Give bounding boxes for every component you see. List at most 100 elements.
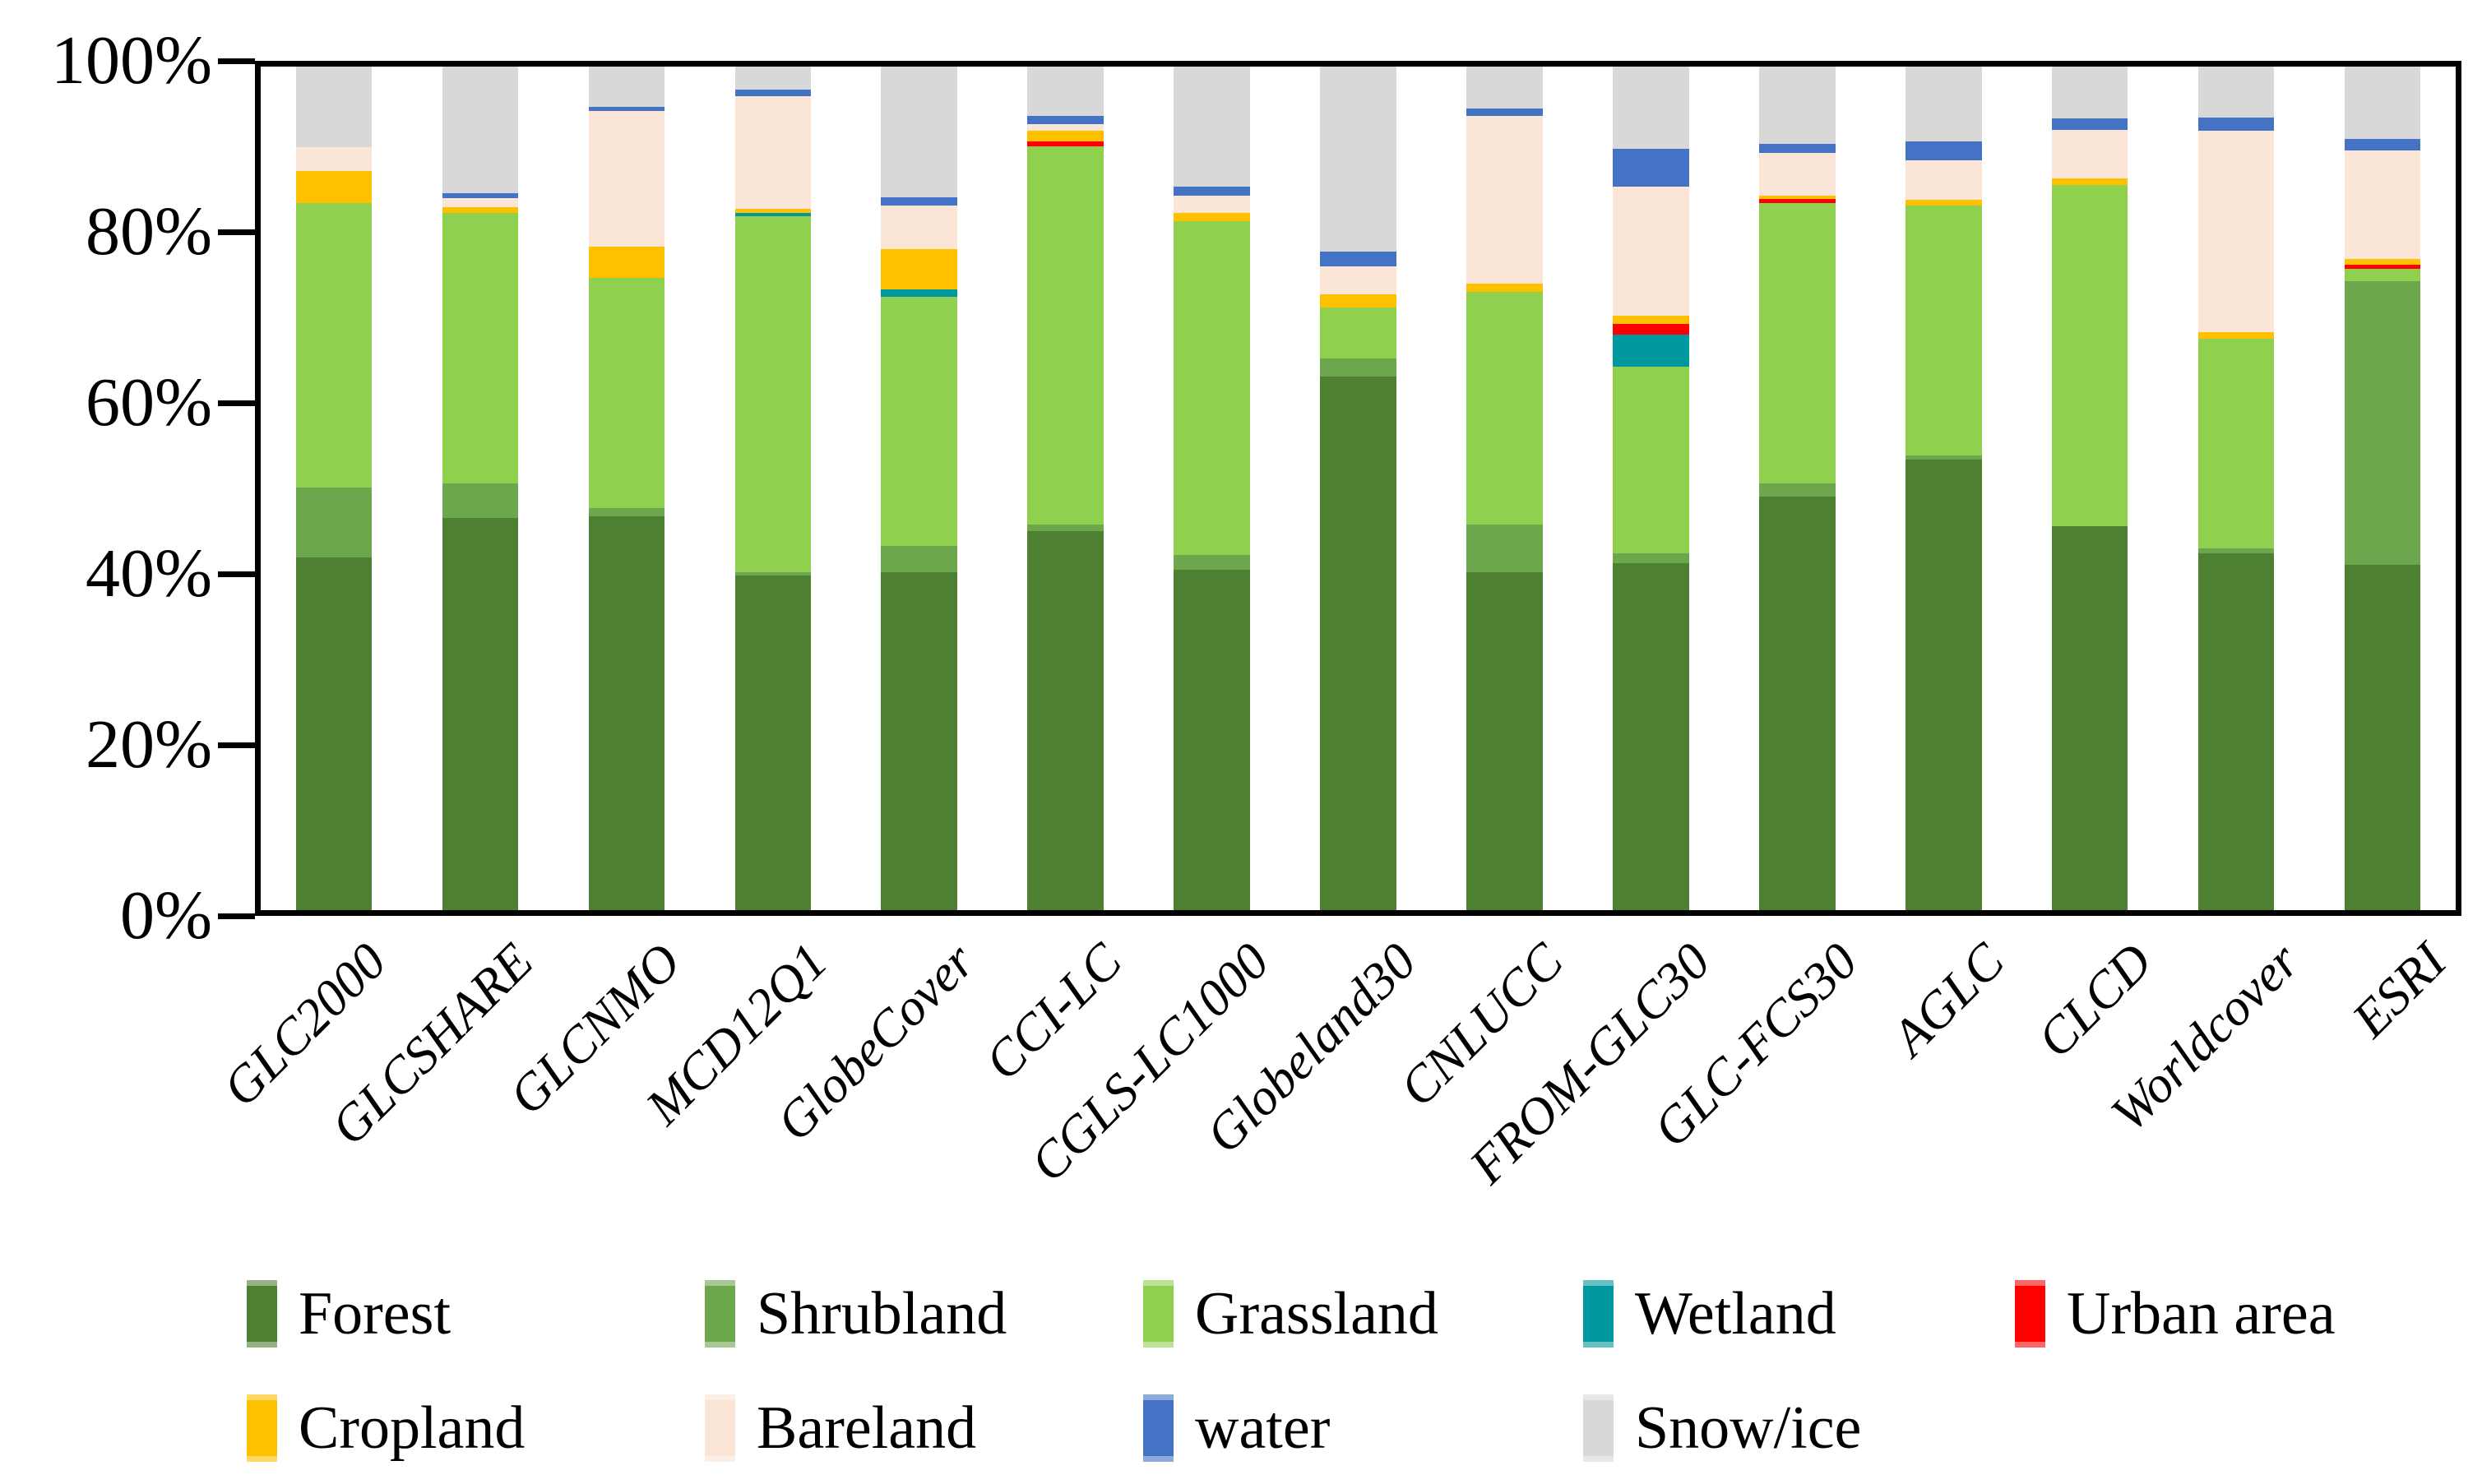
- segment-grassland-Worldcover: [2197, 339, 2275, 548]
- y-tick-40%: [218, 571, 255, 577]
- segment-water-CLCD: [2051, 118, 2128, 130]
- legend-swatch-wetland: [1583, 1280, 1614, 1348]
- segment-snow/ice-AGLC: [1905, 67, 1982, 142]
- segment-cropland-GLCNMO: [588, 246, 665, 278]
- segment-bareland-GLC-FCS30: [1759, 152, 1836, 196]
- segment-bareland-AGLC: [1905, 159, 1982, 201]
- segment-water-Worldcover: [2197, 117, 2275, 132]
- bar-slot-GLC2000: [261, 67, 407, 910]
- stacked-bar-Worldcover: [2197, 67, 2275, 910]
- y-tick-label-80%: 80%: [86, 193, 212, 270]
- segment-forest-Worldcover: [2197, 553, 2275, 910]
- stacked-bar-AGLC: [1905, 67, 1982, 910]
- segment-bareland-CCI-LC: [1027, 123, 1104, 132]
- y-tick-100%: [218, 58, 255, 64]
- segment-cropland-CCI-LC: [1027, 131, 1104, 142]
- bar-slot-FROM-GLC30: [1577, 67, 1724, 910]
- legend-item-bareland: Bareland: [705, 1394, 976, 1463]
- segment-shrubland-FROM-GLC30: [1613, 553, 1689, 564]
- segment-water-CNLUCC: [1466, 109, 1543, 116]
- stacked-bar-GlobeCover: [881, 67, 957, 910]
- legend-swatch-urban-area: [2015, 1280, 2045, 1348]
- segment-bareland-GLCSHARE: [442, 198, 519, 208]
- segment-cropland-CLCD: [2051, 178, 2128, 185]
- y-tick-label-40%: 40%: [86, 535, 212, 612]
- legend-label-wetland: Wetland: [1635, 1280, 1836, 1348]
- bar-slot-AGLC: [1870, 67, 2017, 910]
- segment-cropland-FROM-GLC30: [1613, 315, 1689, 324]
- segment-forest-GLC2000: [295, 557, 373, 910]
- segment-urban-area-GLC-FCS30: [1759, 199, 1836, 204]
- legend-label-forest: Forest: [299, 1280, 451, 1348]
- segment-cropland-GlobeCover: [881, 248, 957, 289]
- segment-water-Globeland30: [1320, 251, 1396, 267]
- segment-snow/ice-CNLUCC: [1466, 67, 1543, 109]
- segment-urban-area-ESRI: [2344, 265, 2421, 270]
- legend-item-snow/ice: Snow/ice: [1583, 1394, 1861, 1463]
- segment-water-GLCNMO: [588, 107, 665, 112]
- segment-cropland-GLCSHARE: [442, 207, 519, 213]
- segment-shrubland-MCD12Q1: [734, 571, 812, 576]
- segment-grassland-GLC2000: [295, 203, 373, 488]
- legend-item-shrubland: Shrubland: [705, 1279, 1007, 1348]
- segment-forest-GLCNMO: [588, 515, 665, 910]
- segment-bareland-ESRI: [2344, 150, 2421, 259]
- segment-forest-CCI-LC: [1027, 531, 1104, 910]
- segment-wetland-MCD12Q1: [734, 212, 812, 216]
- legend-swatch-grassland: [1143, 1280, 1174, 1348]
- legend-swatch-bareland: [705, 1394, 735, 1462]
- segment-forest-ESRI: [2344, 565, 2421, 910]
- segment-grassland-Globeland30: [1320, 307, 1396, 359]
- segment-shrubland-GLCSHARE: [442, 483, 519, 518]
- bar-slot-CCI-LC: [993, 67, 1139, 910]
- plot-area: [255, 61, 2461, 916]
- segment-grassland-GLCSHARE: [442, 212, 519, 483]
- segment-wetland-FROM-GLC30: [1613, 335, 1689, 368]
- x-label-CLCD: CLCD: [2026, 932, 2163, 1069]
- segment-snow/ice-ESRI: [2344, 67, 2421, 140]
- stacked-bar-GLC-FCS30: [1759, 67, 1836, 910]
- segment-bareland-GLCNMO: [588, 111, 665, 247]
- stacked-bar-Globeland30: [1320, 67, 1396, 910]
- legend-label-water: water: [1195, 1394, 1331, 1462]
- segment-grassland-AGLC: [1905, 206, 1982, 455]
- segment-snow/ice-GlobeCover: [881, 67, 957, 198]
- segment-grassland-CGLS-LC1000: [1174, 220, 1250, 556]
- bar-slot-CGLS-LC1000: [1139, 67, 1285, 910]
- segment-shrubland-GLC-FCS30: [1759, 483, 1836, 497]
- y-tick-label-100%: 100%: [51, 22, 212, 99]
- segment-snow/ice-CGLS-LC1000: [1174, 67, 1250, 187]
- legend-item-urban-area: Urban area: [2015, 1279, 2336, 1348]
- legend-item-cropland: Cropland: [247, 1394, 525, 1463]
- segment-water-GlobeCover: [881, 197, 957, 206]
- legend-item-wetland: Wetland: [1583, 1279, 1836, 1348]
- segment-shrubland-Worldcover: [2197, 548, 2275, 554]
- segment-forest-FROM-GLC30: [1613, 563, 1689, 910]
- stacked-bar-ESRI: [2344, 67, 2421, 910]
- segment-forest-CNLUCC: [1466, 571, 1543, 910]
- segment-snow/ice-MCD12Q1: [734, 67, 812, 90]
- segment-bareland-CLCD: [2051, 129, 2128, 179]
- segment-forest-MCD12Q1: [734, 575, 812, 910]
- segment-snow/ice-Globeland30: [1320, 67, 1396, 252]
- segment-cropland-Globeland30: [1320, 294, 1396, 308]
- bar-slot-Worldcover: [2163, 67, 2309, 910]
- segment-wetland-GlobeCover: [881, 289, 957, 298]
- legend-label-shrubland: Shrubland: [757, 1280, 1007, 1348]
- segment-snow/ice-GLCNMO: [588, 67, 665, 108]
- segment-water-ESRI: [2344, 139, 2421, 150]
- segment-bareland-Globeland30: [1320, 266, 1396, 295]
- y-tick-label-20%: 20%: [86, 706, 212, 783]
- segment-urban-area-CCI-LC: [1027, 141, 1104, 147]
- segment-forest-GLCSHARE: [442, 517, 519, 910]
- segment-snow/ice-GLCSHARE: [442, 67, 519, 193]
- segment-water-CCI-LC: [1027, 115, 1104, 124]
- stacked-bar-FROM-GLC30: [1613, 67, 1689, 910]
- segment-bareland-CGLS-LC1000: [1174, 196, 1250, 213]
- segment-shrubland-GLC2000: [295, 487, 373, 558]
- segment-water-MCD12Q1: [734, 89, 812, 96]
- segment-bareland-Worldcover: [2197, 131, 2275, 333]
- segment-bareland-FROM-GLC30: [1613, 186, 1689, 316]
- legend-label-snow/ice: Snow/ice: [1635, 1394, 1862, 1462]
